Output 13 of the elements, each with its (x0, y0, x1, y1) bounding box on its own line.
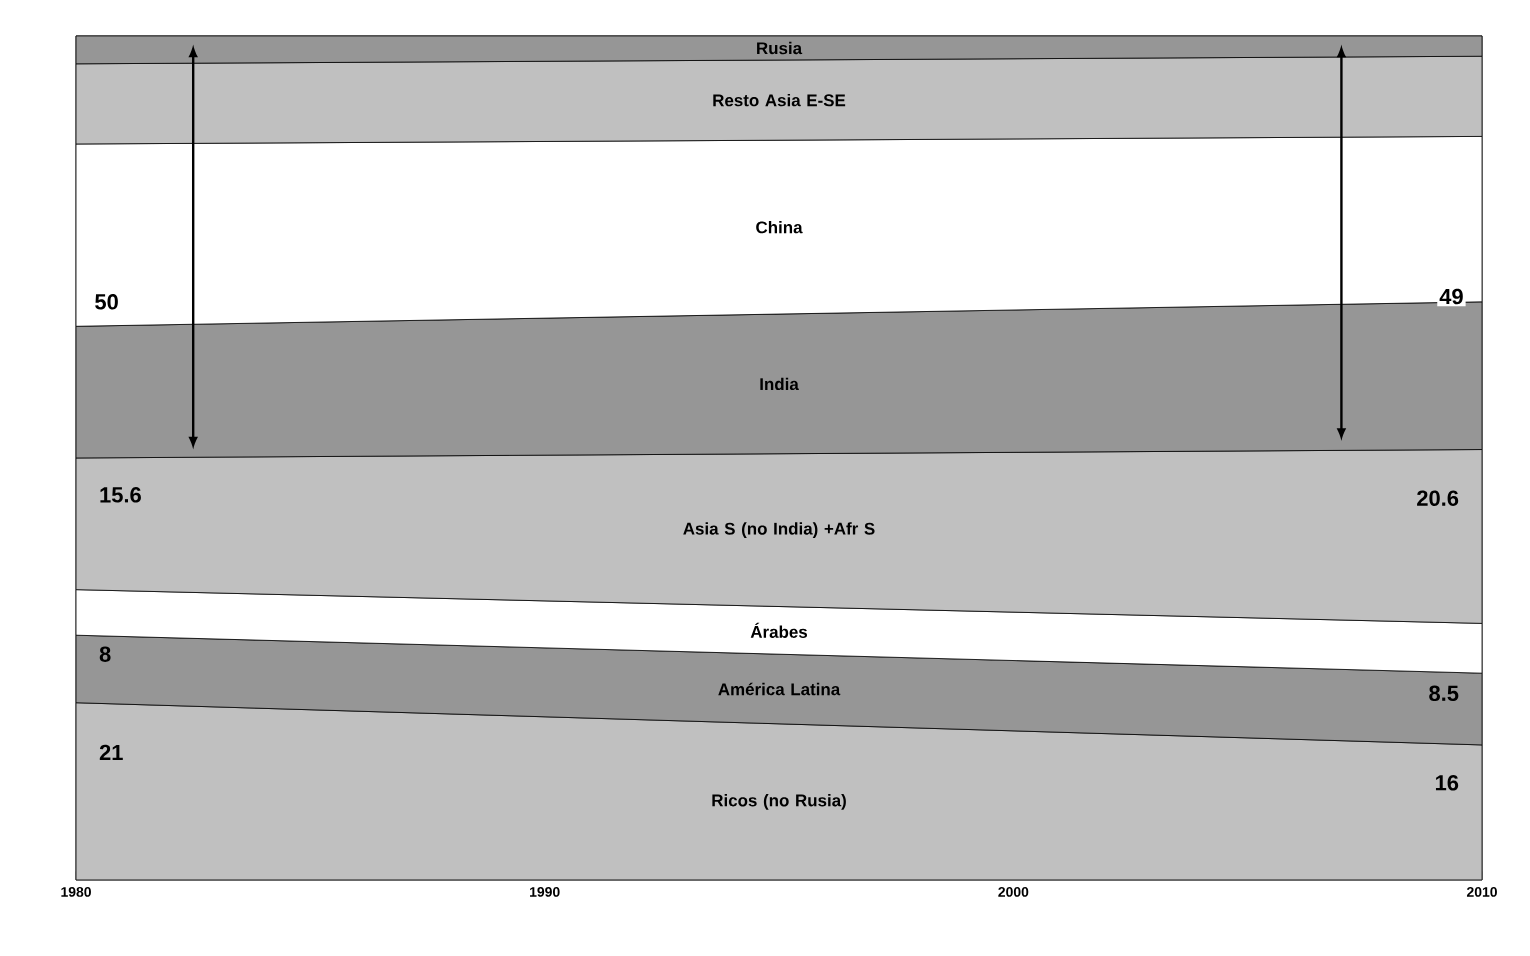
annotation: 50 (95, 294, 118, 310)
annotation: 49 (1439, 288, 1463, 305)
series-label: Resto Asia E-SE (713, 93, 846, 107)
series-label: India (760, 377, 799, 391)
data-label: 15.6 (100, 487, 141, 503)
data-label: 8 (99, 646, 111, 662)
data-label: 20.6 (1417, 490, 1459, 506)
data-label: 8.5 (1429, 685, 1459, 702)
series-label: Asia S (no India) +Afr S (683, 522, 875, 539)
series-label: China (756, 220, 803, 234)
series-label: América Latina (718, 682, 841, 696)
series-label: Árabes (750, 622, 808, 638)
series-label: Rusia (757, 41, 803, 55)
